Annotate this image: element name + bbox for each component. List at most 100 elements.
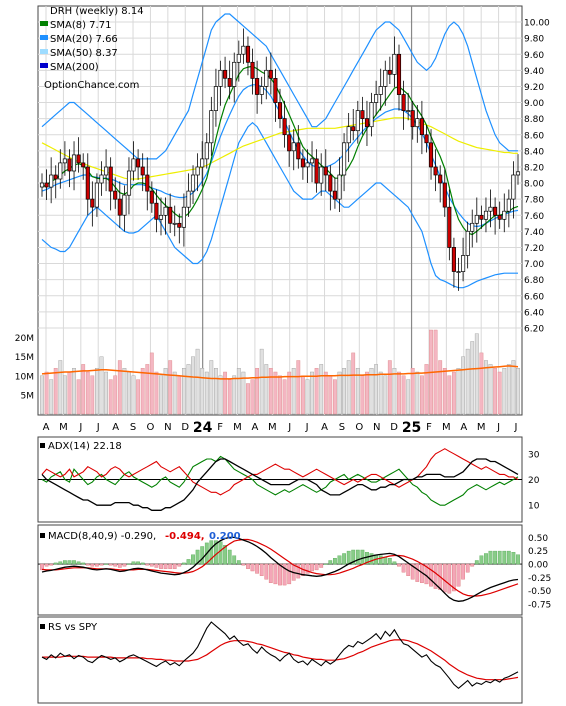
volume-tick-label: 10M [15, 372, 34, 382]
chart-title: DRH (weekly) 8.14 [50, 6, 144, 17]
candle-body [442, 182, 447, 208]
volume-bar [99, 356, 104, 415]
volume-bar [81, 364, 86, 415]
volume-bar [122, 368, 127, 415]
volume-bar [191, 356, 195, 415]
macd-histogram-bar [136, 561, 140, 565]
x-tick-label: F [426, 422, 432, 433]
candle-body [186, 190, 191, 208]
volume-bar [49, 379, 54, 415]
candle-body [314, 158, 319, 184]
macd-swatch [40, 533, 45, 538]
volume-bar [149, 352, 154, 415]
volume-bar [168, 360, 173, 415]
macd-histogram-bar [442, 563, 447, 593]
candle-body [369, 102, 374, 128]
candle-body [181, 206, 186, 228]
candle-body [85, 166, 90, 200]
x-tick-label: O [355, 422, 363, 433]
candle-body [497, 214, 502, 220]
volume-bar [346, 360, 351, 415]
volume-bar [90, 375, 95, 415]
macd-histogram-bar [392, 561, 397, 565]
volume-bar [186, 364, 191, 415]
volume-bar [218, 375, 223, 415]
macd-histogram-bar [131, 561, 136, 565]
candle-body [53, 174, 58, 180]
macd-tick-label: 0.00 [528, 561, 548, 571]
macd-histogram-bar [314, 563, 319, 571]
volume-bar [76, 379, 81, 415]
macd-histogram-bar [159, 563, 163, 569]
price-tick-label: 8.60 [524, 131, 544, 141]
macd-histogram-bar [255, 563, 259, 574]
volume-bar [333, 379, 337, 415]
x-tick-label: J [78, 422, 82, 433]
macd-histogram-bar [99, 563, 104, 566]
macd-histogram-bar [287, 563, 292, 585]
candle-body [90, 198, 95, 208]
candle-body [410, 110, 415, 128]
candle-body [415, 118, 420, 128]
volume-bar [438, 360, 443, 415]
x-tick-label: D [181, 422, 189, 433]
x-tick-label: J [496, 422, 500, 433]
x-tick-label: F [217, 422, 223, 433]
candle-body [433, 166, 438, 176]
candle-body [337, 174, 342, 200]
macd-histogram-bar [447, 563, 452, 594]
macd-histogram-bar [282, 563, 287, 586]
volume-bar [310, 371, 314, 415]
rs-panel: RS vs SPY [37, 616, 523, 704]
volume-bar [342, 368, 346, 415]
candle-body [227, 78, 232, 87]
candle-body [213, 86, 218, 111]
candle-body [113, 190, 118, 200]
volume-bar [319, 364, 324, 415]
candle-body [401, 94, 406, 111]
volume-bar [278, 375, 282, 415]
candle-body [236, 53, 241, 63]
macd-histogram-bar [113, 563, 118, 567]
volume-bar [369, 368, 374, 415]
macd-histogram-bar [90, 563, 95, 567]
macd-histogram-bar [502, 550, 507, 565]
macd-histogram-bar [461, 563, 465, 580]
macd-histogram-bar [516, 554, 520, 565]
x-tick-label: O [147, 422, 155, 433]
macd-histogram-bar [397, 563, 401, 567]
volume-bar [387, 360, 392, 415]
macd-tick-label: -0.75 [528, 601, 551, 611]
volume-bar [328, 375, 333, 415]
macd-histogram-bar [497, 550, 502, 565]
candle-body [378, 86, 383, 95]
volume-bar [44, 371, 49, 415]
candle-body [268, 69, 273, 79]
candle-body [502, 210, 507, 220]
candle-body [232, 61, 237, 87]
candle-body [259, 86, 264, 95]
macd-histogram-bar [305, 563, 310, 574]
candle-body [474, 214, 479, 224]
candle-body [300, 158, 305, 168]
sma50-line [41, 117, 518, 180]
macd-histogram-bar [177, 563, 182, 567]
macd-histogram-bar [319, 563, 324, 568]
volume-bar [323, 371, 328, 415]
macd-tick-label: -0.25 [528, 574, 551, 584]
x-tick-label: D [390, 422, 398, 433]
macd-histogram-bar [163, 563, 168, 569]
volume-bar [145, 364, 150, 415]
macd-histogram-bar [250, 563, 255, 572]
macd-histogram-bar [72, 560, 76, 565]
di-plus-line [41, 455, 519, 506]
sma50-swatch [40, 49, 48, 54]
volume-bar [397, 371, 401, 415]
candle-body [287, 134, 292, 152]
candle-body [255, 78, 260, 95]
volume-bar [241, 371, 246, 415]
candle-body [67, 158, 72, 172]
x-tick-label: J [305, 422, 309, 433]
volume-bar [163, 368, 168, 415]
candle-body [374, 94, 379, 103]
